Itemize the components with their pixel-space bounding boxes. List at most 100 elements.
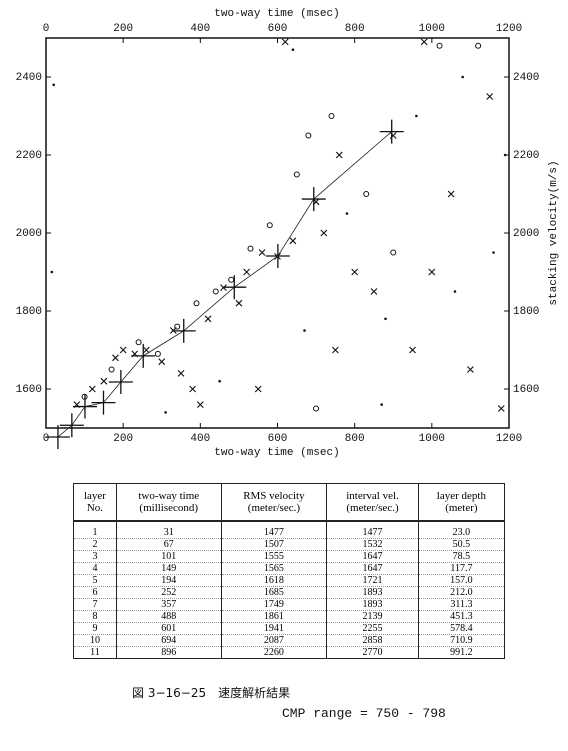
circle-point (154, 350, 161, 357)
table-row: 3 101 1555 1647 78.5 (73, 550, 506, 563)
header-line: two-way time (138, 490, 200, 502)
column-header: layer depth (meter) (417, 483, 506, 522)
table-cell: 2858 (326, 634, 419, 647)
table-cell: 1749 (220, 598, 328, 611)
table-cell: 1941 (220, 622, 328, 635)
pick-marker (45, 424, 70, 449)
column-header: layer No. (73, 483, 117, 522)
table-cell: 2139 (326, 610, 419, 623)
x-tick-label-top: 200 (113, 23, 133, 35)
table-cell: 212.0 (417, 586, 506, 599)
table-cell: 694 (115, 634, 222, 647)
pick-marker (72, 394, 97, 419)
circle-point (247, 245, 254, 252)
dot-point (503, 153, 507, 157)
cross-point (243, 268, 251, 276)
table-cell: 1647 (326, 562, 419, 575)
table-cell: 194 (115, 574, 222, 587)
x-axis-title: two-way time (msec) (214, 447, 339, 459)
table-cell: 1532 (326, 538, 419, 551)
cross-point (370, 288, 378, 295)
pick-marker (91, 390, 116, 415)
cross-point (254, 385, 262, 393)
table-cell: 101 (115, 550, 222, 563)
x-tick-label: 1200 (496, 433, 522, 445)
table-cell: 1555 (220, 550, 328, 563)
cross-point (320, 229, 328, 237)
circle-point (108, 366, 115, 373)
y-tick-label-right: 2400 (513, 72, 539, 84)
table-cell: 1 (73, 521, 117, 539)
y-tick-label: 2000 (16, 228, 42, 240)
table-row: 7 357 1749 1893 311.3 (73, 598, 506, 611)
table-cell: 6 (73, 586, 117, 599)
table-cell: 157.0 (417, 574, 506, 587)
cross-point (177, 370, 185, 377)
circle-point (390, 249, 397, 256)
table-cell: 601 (115, 622, 222, 635)
table-cell: 1721 (326, 574, 419, 587)
table-cell: 2 (73, 538, 117, 551)
circle-point (363, 191, 370, 197)
header-line: layer depth (436, 490, 486, 502)
cross-point (158, 358, 166, 366)
cross-point (351, 268, 359, 276)
x-tick-label: 800 (345, 433, 365, 445)
dot-point (380, 403, 383, 406)
table-cell: 23.0 (417, 521, 506, 539)
table-cell: 252 (115, 586, 222, 599)
cross-point (281, 38, 289, 46)
cross-point (289, 237, 297, 245)
pick-marker (108, 369, 133, 394)
x-tick-label: 200 (113, 433, 133, 445)
table-cell: 578.4 (417, 622, 506, 635)
plot-frame (45, 37, 510, 429)
table-row: 2 67 1507 1532 50.5 (73, 538, 506, 551)
table-cell: 2770 (326, 646, 419, 659)
x-tick-label-top: 600 (268, 23, 288, 35)
cross-point (235, 299, 243, 307)
table-cell: 1618 (220, 574, 328, 587)
dot-point (52, 83, 56, 87)
table-cell: 2255 (326, 622, 419, 635)
pick-line (57, 131, 392, 438)
table-row: 9 601 1941 2255 578.4 (73, 622, 506, 635)
table-cell: 311.3 (417, 598, 506, 611)
x-tick-label-top: 0 (43, 23, 50, 35)
column-header: two-way time (millisecond) (115, 483, 222, 522)
y-tick-label: 1800 (16, 306, 42, 318)
pick-marker (379, 119, 404, 144)
table-cell: 117.7 (417, 562, 506, 575)
circle-point (228, 276, 235, 283)
table-cell: 9 (73, 622, 117, 635)
cross-point (142, 346, 150, 354)
caption: 図 3−16−25 速度解析結果 (132, 686, 291, 700)
cross-point (100, 377, 108, 385)
cross-point (467, 366, 474, 373)
table-cell: 8 (73, 610, 117, 623)
circle-point (212, 288, 219, 295)
x-tick-label: 0 (43, 433, 50, 445)
dot-point (453, 290, 457, 293)
x-tick-label-top: 800 (345, 23, 365, 35)
table-cell: 488 (115, 610, 222, 623)
table-row: 5 194 1618 1721 157.0 (73, 574, 506, 587)
table-cell: 710.9 (417, 634, 506, 647)
y-tick-label: 1600 (16, 384, 42, 396)
dot-point (384, 317, 387, 321)
circle-point (436, 42, 443, 49)
pick-marker (59, 413, 84, 438)
table-row: 8 488 1861 2139 451.3 (73, 610, 506, 623)
table-cell: 1507 (220, 538, 328, 551)
table-cell: 1477 (220, 521, 328, 539)
table-cell: 1893 (326, 586, 419, 599)
table-cell: 31 (115, 521, 222, 539)
cross-point (119, 346, 127, 354)
table-row: 4 149 1565 1647 117.7 (73, 562, 506, 575)
dot-point (303, 329, 306, 332)
table-row: 10 694 2087 2858 710.9 (73, 634, 506, 647)
circle-point (328, 113, 335, 119)
table-row: 11 896 2260 2770 991.2 (73, 646, 506, 659)
table-cell: 1685 (220, 586, 328, 599)
y-tick-label-right: 1600 (513, 384, 539, 396)
